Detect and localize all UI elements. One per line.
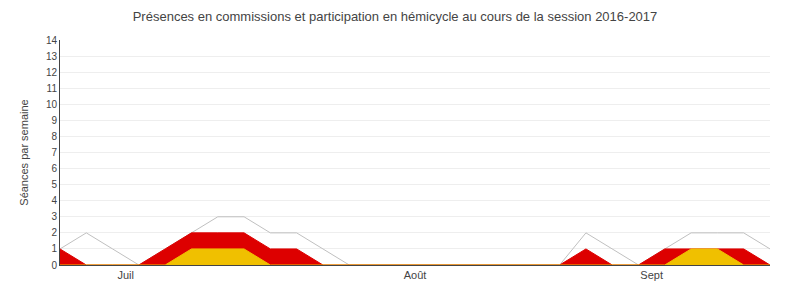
svg-text:10: 10 bbox=[46, 99, 58, 110]
svg-text:4: 4 bbox=[51, 195, 57, 206]
svg-text:0: 0 bbox=[51, 260, 57, 271]
svg-text:5: 5 bbox=[51, 179, 57, 190]
svg-text:7: 7 bbox=[51, 147, 57, 158]
svg-text:11: 11 bbox=[47, 83, 58, 94]
svg-text:12: 12 bbox=[46, 67, 58, 78]
svg-text:13: 13 bbox=[46, 51, 58, 62]
svg-text:9: 9 bbox=[51, 115, 57, 126]
svg-text:Août: Août bbox=[404, 269, 427, 281]
svg-text:14: 14 bbox=[46, 35, 58, 46]
svg-text:1: 1 bbox=[51, 243, 57, 254]
svg-text:Sept: Sept bbox=[640, 269, 663, 281]
svg-text:2: 2 bbox=[51, 227, 57, 238]
svg-text:Juil: Juil bbox=[117, 269, 134, 281]
svg-text:8: 8 bbox=[51, 131, 57, 142]
svg-text:3: 3 bbox=[51, 211, 57, 222]
svg-text:Séances par semaine: Séances par semaine bbox=[18, 99, 30, 205]
svg-text:6: 6 bbox=[51, 163, 57, 174]
svg-text:Présences en commissions et pa: Présences en commissions et participatio… bbox=[133, 9, 658, 24]
